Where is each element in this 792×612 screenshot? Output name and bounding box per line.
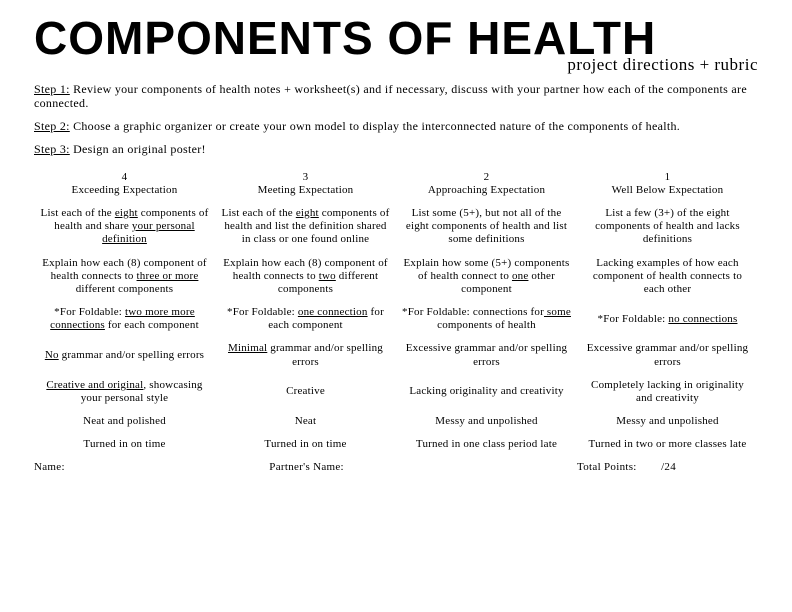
col-label-2: Approaching Expectation [396, 184, 577, 202]
rubric-cell: Turned in on time [34, 433, 215, 456]
main-title: COMPONENTS OF HEALTH [34, 18, 758, 59]
rubric-cell: Neat and polished [34, 410, 215, 433]
rubric-cell: Messy and unpolished [577, 410, 758, 433]
step-1: Step 1: Review your components of health… [34, 83, 758, 111]
rubric-cell: Turned in on time [215, 433, 396, 456]
rubric-cell: List each of the eight components of hea… [34, 202, 215, 252]
col-score-3: 3 [215, 166, 396, 184]
name-label: Name: [34, 461, 269, 473]
rubric-cell: *For Foldable: no connections [577, 301, 758, 337]
col-score-1: 1 [577, 166, 758, 184]
rubric-cell: *For Foldable: one connection for each c… [215, 301, 396, 337]
rubric-cell: *For Foldable: two more more connections… [34, 301, 215, 337]
rubric-cell: *For Foldable: connections for some comp… [396, 301, 577, 337]
rubric-cell: Completely lacking in originality and cr… [577, 374, 758, 410]
col-label-3: Meeting Expectation [215, 184, 396, 202]
rubric-cell: Creative [215, 374, 396, 410]
rubric-cell: Lacking originality and creativity [396, 374, 577, 410]
col-score-4: 4 [34, 166, 215, 184]
step-2: Step 2: Choose a graphic organizer or cr… [34, 120, 758, 134]
rubric-cell: Messy and unpolished [396, 410, 577, 433]
rubric-cell: Excessive grammar and/or spelling errors [577, 337, 758, 373]
col-label-1: Well Below Expectation [577, 184, 758, 202]
rubric-cell: No grammar and/or spelling errors [34, 337, 215, 373]
rubric-cell: Explain how each (8) component of health… [215, 252, 396, 302]
rubric-cell: List each of the eight components of hea… [215, 202, 396, 252]
col-label-4: Exceeding Expectation [34, 184, 215, 202]
rubric-cell: Excessive grammar and/or spelling errors [396, 337, 577, 373]
rubric-cell: Explain how each (8) component of health… [34, 252, 215, 302]
footer-row: Name: Partner's Name: Total Points: /24 [34, 461, 758, 473]
col-score-2: 2 [396, 166, 577, 184]
rubric-cell: Turned in one class period late [396, 433, 577, 456]
rubric-cell: Turned in two or more classes late [577, 433, 758, 456]
rubric-cell: Explain how some (5+) components of heal… [396, 252, 577, 302]
rubric-cell: Minimal grammar and/or spelling errors [215, 337, 396, 373]
rubric-table: 4321 Exceeding ExpectationMeeting Expecta… [34, 166, 758, 457]
rubric-cell: Lacking examples of how each component o… [577, 252, 758, 302]
total-points-label: Total Points: /24 [577, 461, 758, 473]
rubric-cell: Neat [215, 410, 396, 433]
partner-name-label: Partner's Name: [269, 461, 577, 473]
rubric-cell: List a few (3+) of the eight components … [577, 202, 758, 252]
rubric-cell: List some (5+), but not all of the eight… [396, 202, 577, 252]
rubric-cell: Creative and original, showcasing your p… [34, 374, 215, 410]
step-3: Step 3: Design an original poster! [34, 143, 758, 157]
